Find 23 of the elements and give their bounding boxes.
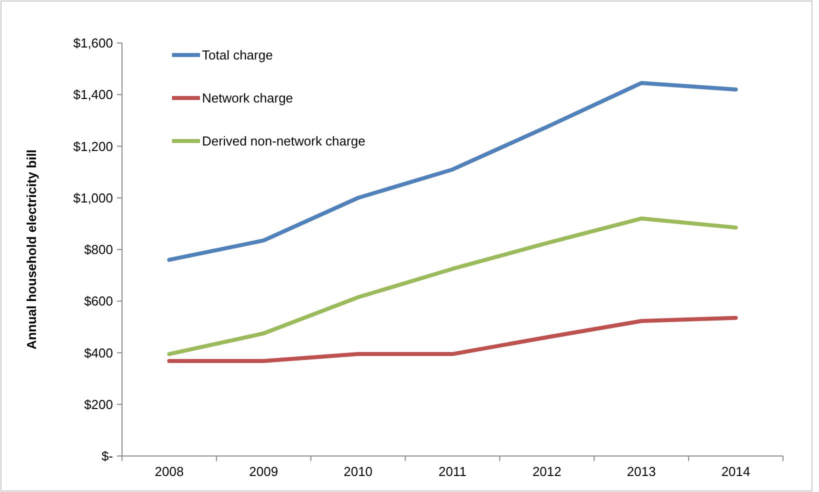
y-tick-label: $1,000 — [73, 190, 113, 206]
y-tick-label: $1,400 — [73, 87, 113, 102]
line-series — [167, 316, 738, 364]
legend-label: Network charge — [202, 90, 294, 106]
x-tick-label: 2013 — [626, 464, 656, 479]
y-tick-label: $- — [101, 448, 113, 464]
x-tick-label: 2010 — [344, 464, 373, 479]
y-tick-label: $400 — [84, 345, 113, 360]
x-tick-label: 2014 — [721, 464, 750, 479]
x-tick-label: 2012 — [532, 464, 562, 479]
x-tick-label: 2011 — [438, 464, 466, 479]
y-axis-title: Annual household electricity bill — [24, 149, 39, 350]
y-tick-label: $1,600 — [73, 36, 113, 51]
legend-label: Derived non-network charge — [202, 134, 366, 149]
line-series — [167, 81, 738, 262]
y-tick-label: $600 — [84, 294, 113, 309]
y-tick-label: $800 — [84, 242, 113, 258]
line-series — [167, 216, 738, 356]
x-tick-label: 2008 — [154, 464, 184, 479]
legend-label: Total charge — [202, 48, 273, 63]
y-tick-label: $200 — [84, 396, 113, 412]
x-tick-label: 2009 — [249, 464, 278, 479]
y-tick-label: $1,200 — [73, 138, 113, 154]
